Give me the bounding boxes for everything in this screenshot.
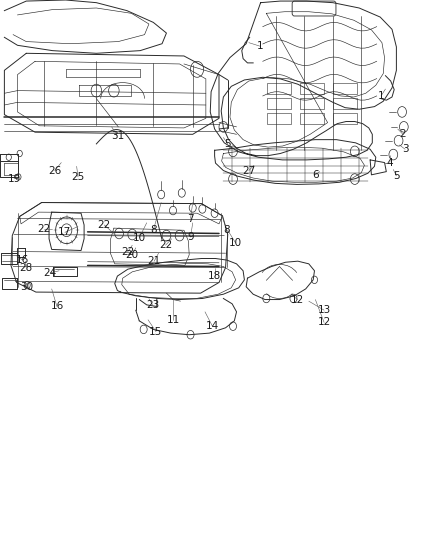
Text: 15: 15	[149, 327, 162, 336]
Text: 22: 22	[37, 224, 50, 234]
Text: 25: 25	[71, 172, 85, 182]
Text: 5: 5	[393, 171, 400, 181]
Text: 28: 28	[20, 263, 33, 273]
Text: 5: 5	[224, 139, 231, 149]
Text: 1: 1	[257, 42, 264, 51]
Text: 19: 19	[7, 174, 21, 183]
Text: 13: 13	[318, 305, 331, 315]
Text: 12: 12	[291, 295, 304, 304]
Text: 4: 4	[386, 158, 393, 167]
Text: 10: 10	[229, 238, 242, 248]
Text: 22: 22	[159, 240, 172, 250]
Bar	[300, 98, 324, 109]
Bar	[267, 98, 291, 109]
Text: 7: 7	[187, 214, 194, 223]
Text: 11: 11	[166, 315, 180, 325]
Text: 24: 24	[44, 268, 57, 278]
Text: 6: 6	[312, 170, 319, 180]
Text: 21: 21	[148, 256, 161, 266]
Text: 22: 22	[121, 247, 134, 256]
Text: 10: 10	[133, 233, 146, 243]
Bar	[333, 83, 357, 94]
Text: 16: 16	[16, 255, 29, 265]
Text: 23: 23	[146, 300, 159, 310]
Text: 16: 16	[50, 302, 64, 311]
Bar	[267, 113, 291, 124]
Bar	[300, 113, 324, 124]
Text: 8: 8	[223, 225, 230, 235]
Text: 14: 14	[206, 321, 219, 331]
Text: 1: 1	[378, 91, 385, 101]
Bar	[267, 83, 291, 94]
Text: 3: 3	[402, 144, 409, 154]
Text: 22: 22	[98, 220, 111, 230]
Text: 30: 30	[20, 282, 33, 292]
Text: 27: 27	[242, 166, 255, 175]
Text: 8: 8	[150, 225, 157, 235]
Text: 18: 18	[208, 271, 221, 280]
Text: 31: 31	[111, 131, 124, 141]
Text: 26: 26	[48, 166, 61, 175]
Text: 12: 12	[318, 318, 331, 327]
Bar	[333, 98, 357, 109]
Bar	[300, 83, 324, 94]
Text: 20: 20	[126, 250, 139, 260]
Text: 2: 2	[399, 130, 406, 139]
Text: 17: 17	[58, 228, 71, 237]
Bar	[333, 113, 357, 124]
Text: 9: 9	[187, 232, 194, 242]
